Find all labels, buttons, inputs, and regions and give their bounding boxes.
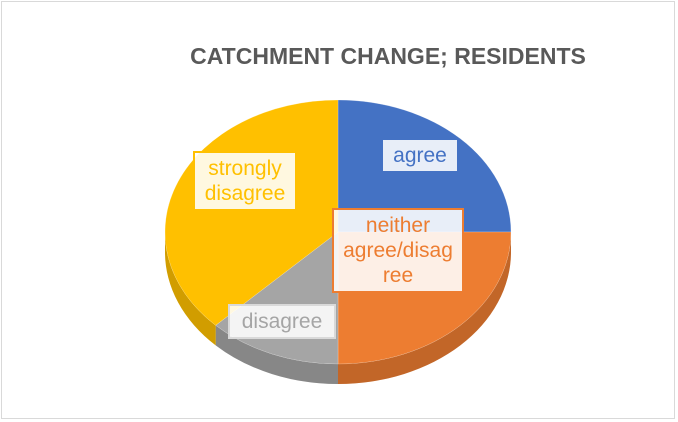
slice-label: agree: [381, 138, 459, 173]
slice-label: neither agree/disagree: [332, 208, 464, 293]
slice-label: strongly disagree: [193, 151, 297, 211]
slice-side: [165, 232, 216, 346]
chart-title: CATCHMENT CHANGE; RESIDENTS: [190, 43, 586, 69]
slice-label: disagree: [228, 304, 336, 339]
slice-side-shade: [215, 325, 338, 384]
slice-side-shade: [165, 232, 216, 346]
slice-side-shade: [338, 232, 511, 384]
slice-side: [215, 325, 338, 384]
slice-side: [338, 232, 511, 384]
